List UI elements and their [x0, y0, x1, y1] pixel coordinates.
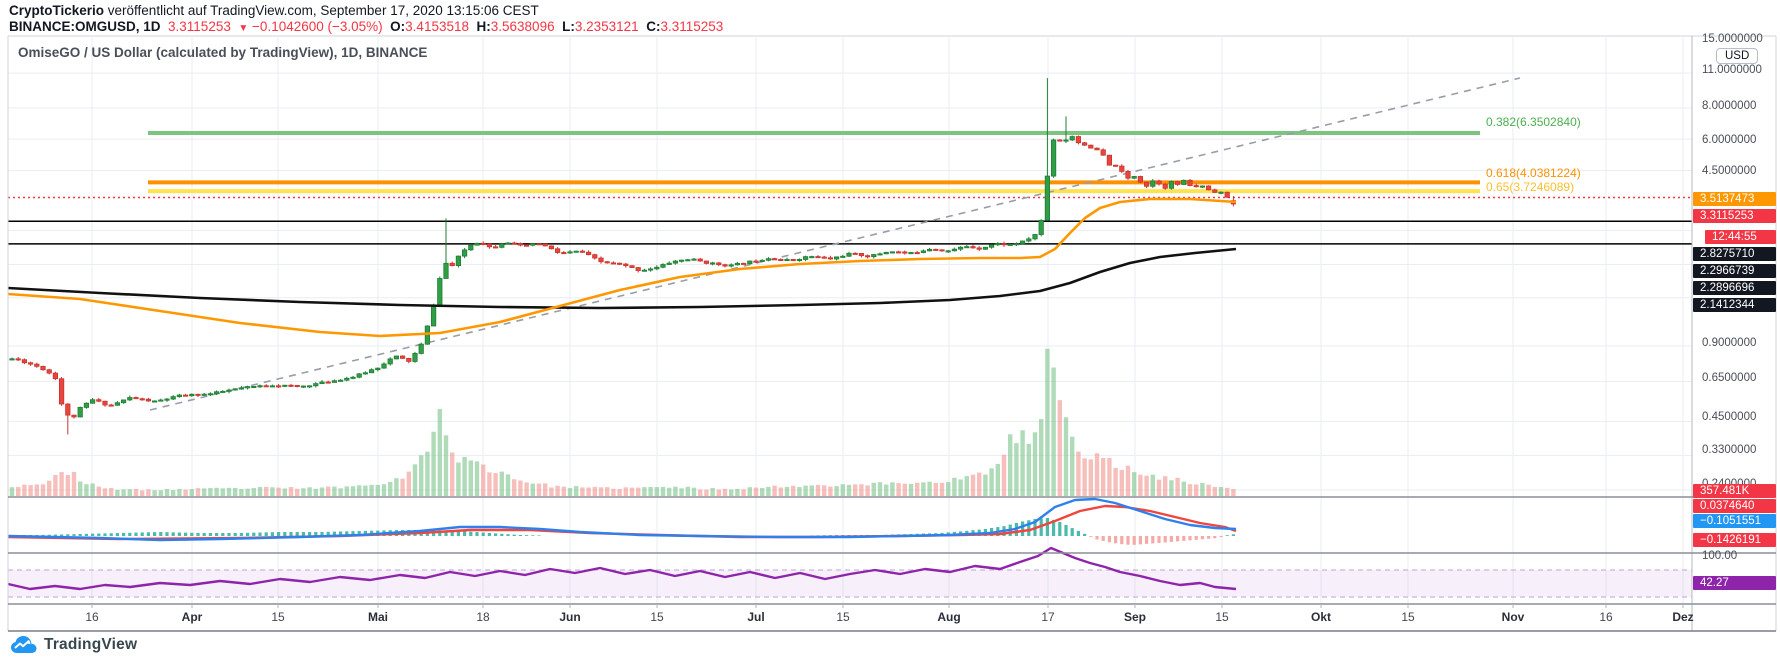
price-badge: 12:44:55 — [1705, 230, 1776, 244]
price-tick: 0.6500000 — [1702, 372, 1757, 384]
time-label: 15 — [271, 610, 285, 624]
ma-fast-orange — [7, 197, 1237, 338]
time-label: Jul — [747, 610, 765, 624]
fib-level-label: 0.65(3.7246089) — [1486, 180, 1575, 194]
author-name: CryptoTickerio — [9, 3, 105, 18]
time-label: 16 — [1599, 610, 1613, 624]
tradingview-cloud-icon — [11, 636, 37, 653]
time-label: Apr — [181, 610, 203, 624]
price-badge: 0.0374640 — [1693, 499, 1776, 513]
publish-header: CryptoTickerio veröffentlicht auf Tradin… — [9, 3, 539, 18]
candlesticks — [9, 78, 1236, 435]
close-label: C: — [646, 19, 661, 34]
ma-slow-black — [7, 247, 1237, 310]
pane-title: OmiseGO / US Dollar (calculated by Tradi… — [18, 45, 428, 60]
time-label: 15 — [650, 610, 664, 624]
fib-level-label: 0.618(4.0381224) — [1486, 166, 1581, 180]
price-change: −0.1042600 (−3.05%) — [252, 19, 383, 34]
price-badge: 42.27 — [1693, 576, 1776, 590]
price-badge: 357.481K — [1693, 484, 1776, 498]
pane-frame — [7, 35, 1777, 632]
price-badge: 2.1412344 — [1693, 298, 1776, 312]
price-badge: −0.1426191 — [1693, 533, 1776, 547]
currency-badge: USD — [1716, 48, 1759, 64]
publish-info: veröffentlicht auf TradingView.com, Sept… — [104, 3, 539, 18]
tradingview-logo[interactable]: TradingView — [10, 636, 137, 654]
time-label: 15 — [1401, 610, 1415, 624]
time-label: Dez — [1672, 610, 1694, 624]
grid-horizontal — [8, 72, 1692, 491]
volume-bars — [9, 348, 1236, 496]
time-label: 18 — [476, 610, 490, 624]
symbol-header: BINANCE:OMGUSD, 1D 3.3115253 ▼ −0.104260… — [9, 19, 723, 34]
price-tick: 8.0000000 — [1702, 100, 1757, 112]
macd-pane — [7, 497, 1237, 545]
price-tick: 0.9000000 — [1702, 337, 1757, 349]
low-label: L: — [562, 19, 575, 34]
fib-retracement-lines — [148, 131, 1480, 194]
price-tick: 100.00 — [1702, 550, 1738, 562]
time-label: Aug — [937, 610, 961, 624]
price-tick: 6.0000000 — [1702, 134, 1757, 146]
time-label: 17 — [1041, 610, 1055, 624]
price-badge: −0.1051551 — [1693, 514, 1776, 528]
price-badge: 3.3115253 — [1693, 209, 1776, 223]
close-value: 3.3115253 — [660, 19, 724, 34]
low-value: 3.2353121 — [574, 19, 639, 34]
last-price: 3.3115253 — [168, 19, 231, 34]
time-label: Sep — [1123, 610, 1147, 624]
symbol-name: BINANCE:OMGUSD, 1D — [9, 19, 161, 34]
price-tick: 4.5000000 — [1702, 165, 1757, 177]
time-label: 15 — [1215, 610, 1229, 624]
price-tick: 11.0000000 — [1702, 64, 1762, 76]
price-tick: 15.0000000 — [1702, 33, 1763, 45]
rsi-pane — [7, 546, 1692, 598]
triangle-down-icon: ▼ — [238, 23, 249, 34]
time-label: Mai — [367, 610, 389, 624]
time-label: Okt — [1310, 610, 1332, 624]
rsi-line — [7, 546, 1237, 591]
price-badge: 2.8275710 — [1693, 247, 1776, 261]
open-value: 3.4153518 — [405, 19, 469, 34]
macd-line — [7, 497, 1237, 542]
high-value: 3.5638096 — [490, 19, 555, 34]
price-tick: 0.3300000 — [1702, 444, 1757, 456]
moving-averages — [7, 197, 1237, 338]
price-badge: 3.5137473 — [1693, 192, 1776, 206]
fib-level-label: 0.382(6.3502840) — [1486, 115, 1581, 129]
time-label: 16 — [85, 610, 99, 624]
price-badge: 2.2966739 — [1693, 264, 1776, 278]
time-label: 15 — [836, 610, 850, 624]
tradingview-brand-text: TradingView — [44, 636, 138, 653]
grid-vertical — [91, 37, 1684, 604]
support-rays — [8, 220, 1692, 245]
price-badge: 2.2896696 — [1693, 281, 1776, 295]
trendline[interactable] — [149, 77, 1521, 411]
time-label: Jun — [559, 610, 581, 624]
price-tick: 0.4500000 — [1702, 411, 1757, 423]
time-label: Nov — [1501, 610, 1525, 624]
open-label: O: — [390, 19, 406, 34]
high-label: H: — [476, 19, 491, 34]
